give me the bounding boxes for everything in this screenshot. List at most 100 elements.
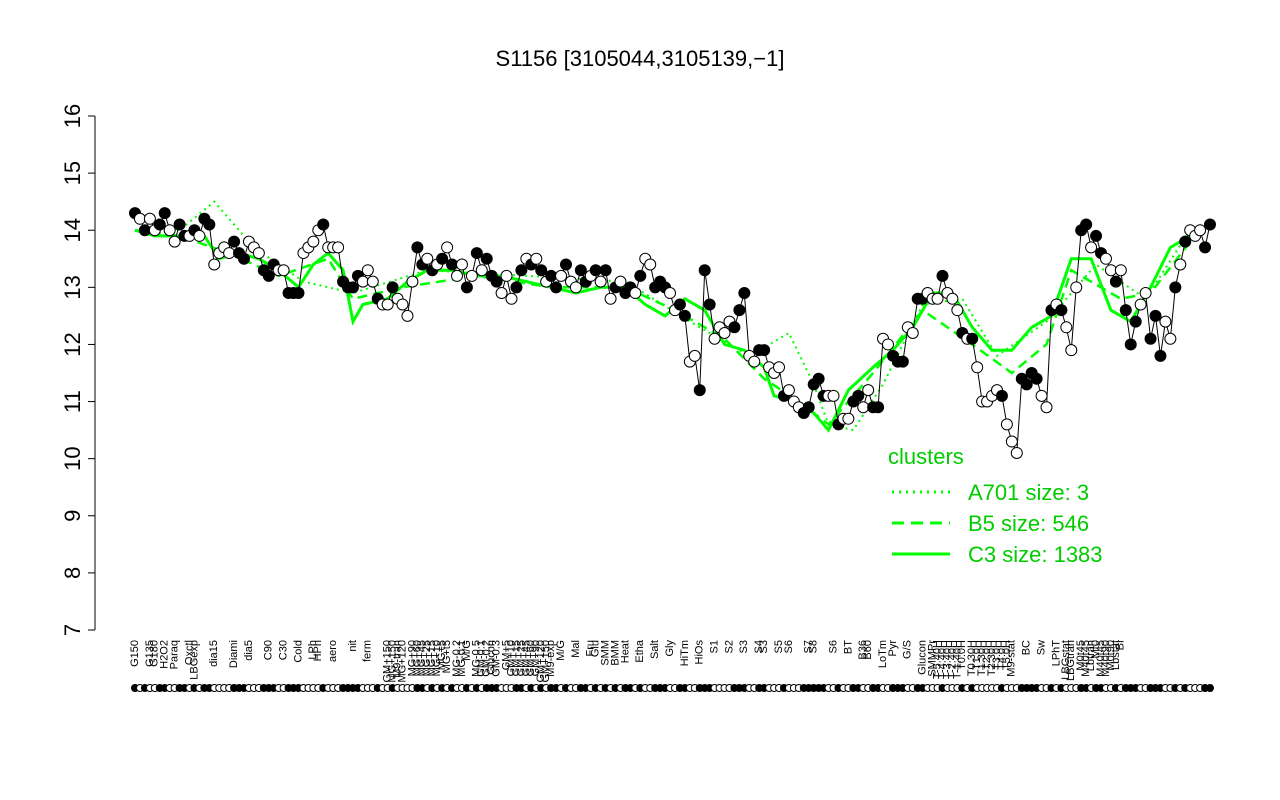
data-point: [589, 264, 602, 277]
x-tick-label: G150: [129, 640, 141, 667]
data-point: [441, 241, 454, 254]
data-point: [366, 275, 379, 288]
data-point: [495, 287, 508, 300]
x-tick-label: H2O2: [159, 640, 171, 669]
data-point: [500, 269, 513, 282]
x-tick-label: Glu: [590, 640, 602, 657]
x-tick-label: BI: [1115, 640, 1127, 650]
x-tick-label: G135: [144, 640, 156, 667]
data-point: [1159, 315, 1172, 328]
x-tick-label: dia15: [208, 640, 220, 667]
data-point: [223, 247, 236, 260]
data-point: [381, 298, 394, 311]
x-tick-label: Pyr: [887, 640, 899, 657]
data-point: [703, 298, 716, 311]
data-point: [332, 241, 345, 254]
data-point: [995, 389, 1008, 402]
x-tick-label: S5: [773, 640, 785, 653]
x-tick-label: S7: [803, 640, 815, 653]
data-point: [1174, 258, 1187, 271]
x-tick-label: GM-0.3: [491, 640, 503, 677]
data-point: [411, 241, 424, 254]
x-tick-label: aero: [327, 640, 339, 662]
data-point: [228, 235, 241, 248]
x-tick-label: ferm: [362, 640, 374, 662]
data-point: [862, 384, 875, 397]
x-tick-label: Diami: [228, 640, 240, 668]
y-tick-label: 11: [60, 390, 85, 413]
x-tick-label: Glucon: [486, 640, 498, 675]
x-tick-label: Oxctl: [183, 640, 195, 665]
x-tick-label: GM+25: [515, 640, 527, 676]
x-tick-label: GM+45: [520, 640, 532, 676]
x-tick-label: S4: [753, 640, 765, 653]
data-point: [446, 258, 459, 271]
x-tick-label: Cold: [292, 640, 304, 663]
data-point: [436, 252, 449, 265]
data-point: [1090, 229, 1103, 242]
data-point: [396, 298, 409, 311]
data-point: [931, 292, 944, 305]
data-point: [1139, 287, 1152, 300]
x-tick-label: GM+90: [530, 640, 542, 676]
x-tick-label: C30: [278, 640, 290, 660]
x-tick-label: MG+25: [421, 640, 433, 676]
data-point: [292, 287, 305, 300]
x-tick-label: Mt0: [1090, 640, 1102, 658]
x-tick-label: BC: [1021, 640, 1033, 655]
x-tick-label: T2.30H: [986, 640, 998, 676]
data-point: [644, 258, 657, 271]
data-point: [1020, 378, 1033, 391]
data-point: [262, 269, 275, 282]
x-tick-label: HiTm: [679, 640, 691, 666]
data-point: [535, 264, 548, 277]
y-tick-label: 8: [60, 567, 85, 579]
x-tick-label: M40t45: [1095, 640, 1107, 677]
data-point: [252, 247, 265, 260]
x-tick-label: M9-exp: [545, 640, 557, 677]
data-point: [698, 264, 711, 277]
y-tick-label: 7: [60, 624, 85, 636]
data-point: [460, 281, 473, 294]
data-point: [1149, 309, 1162, 322]
x-tick-label: M40t90: [1100, 640, 1112, 677]
x-tick-label: M0t90: [1105, 640, 1117, 671]
x-tick-label: Fru: [585, 640, 597, 657]
legend-label: C3 size: 1383: [968, 542, 1103, 567]
x-tick-label: T2.0H: [981, 640, 993, 670]
data-point: [346, 281, 359, 294]
x-tick-label: MG+15: [426, 640, 438, 676]
x-tick-label: M/G: [555, 640, 567, 661]
x-tick-label: T0.0H: [956, 640, 968, 670]
data-point: [688, 349, 701, 362]
data-point: [896, 355, 909, 368]
rug-marker: [1206, 684, 1214, 692]
x-tick-label: MG-0.1: [456, 640, 468, 677]
data-point: [906, 327, 919, 340]
data-point: [203, 218, 216, 231]
data-point: [138, 224, 151, 237]
x-tick-label: Salt: [649, 640, 661, 659]
data-point: [773, 361, 786, 374]
data-point: [1065, 344, 1078, 357]
x-tick-label: M9-stat: [1006, 640, 1018, 677]
x-tick-label: nit: [347, 640, 359, 652]
x-tick-label: S1: [709, 640, 721, 653]
data-point: [277, 264, 290, 277]
chart-title: S1156 [3105044,3105139,−1]: [496, 46, 785, 71]
data-point: [421, 252, 434, 265]
x-tick-label: dia5: [243, 640, 255, 661]
data-point: [1104, 264, 1117, 277]
data-point: [1010, 446, 1023, 459]
data-point: [133, 212, 146, 225]
data-point: [594, 275, 607, 288]
x-tick-label: S6: [827, 640, 839, 653]
x-tick-label: Sw: [1035, 640, 1047, 655]
x-tick-label: BMM: [609, 640, 621, 666]
x-tick-label: SMMPr: [926, 640, 938, 677]
data-point: [629, 287, 642, 300]
x-tick-label: B36: [857, 640, 869, 660]
data-point: [1154, 349, 1167, 362]
